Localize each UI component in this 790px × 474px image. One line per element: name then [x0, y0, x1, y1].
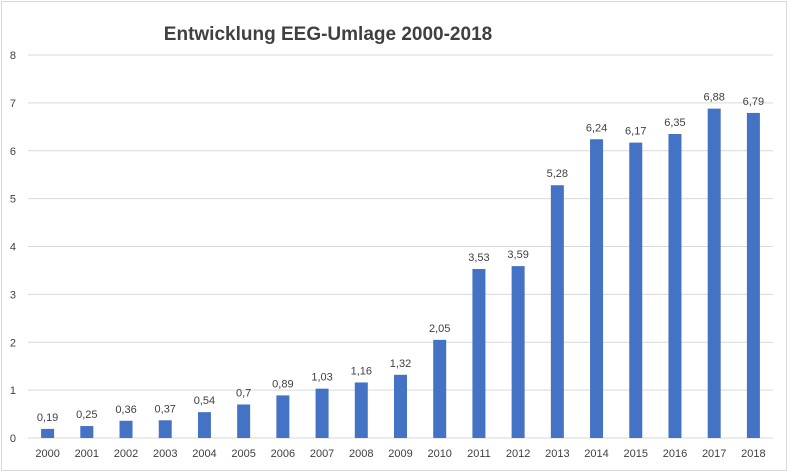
y-tick-label-3: 3 — [10, 289, 16, 301]
data-label-2013: 5,28 — [547, 168, 568, 180]
x-tick-label-2006: 2006 — [271, 448, 295, 460]
x-tick-label-2002: 2002 — [114, 448, 138, 460]
y-tick-label-4: 4 — [10, 242, 16, 254]
x-tick-label-2008: 2008 — [349, 448, 373, 460]
bar-2009 — [394, 374, 407, 438]
x-tick-label-2015: 2015 — [624, 448, 648, 460]
bar-2012 — [511, 266, 525, 438]
bar-2008 — [354, 382, 368, 438]
bar-2017 — [707, 108, 721, 439]
x-tick-label-2007: 2007 — [310, 448, 334, 460]
bar-2018 — [746, 112, 760, 439]
bar-2005 — [237, 404, 251, 438]
x-tick-label-2004: 2004 — [192, 448, 216, 460]
bar-2010 — [433, 339, 447, 438]
data-label-2011: 3,53 — [468, 252, 489, 264]
bar-2013 — [550, 185, 564, 438]
y-tick-label-2: 2 — [10, 337, 16, 349]
chart-title: Entwicklung EEG-Umlage 2000-2018 — [164, 24, 492, 45]
bar-2001 — [80, 426, 94, 438]
x-tick-label-2003: 2003 — [153, 448, 177, 460]
data-label-2005: 0,7 — [236, 387, 251, 399]
data-label-2015: 6,17 — [625, 126, 646, 138]
y-tick-label-7: 7 — [10, 98, 16, 110]
bar-2006 — [276, 395, 290, 438]
x-tick-label-2010: 2010 — [427, 448, 451, 460]
data-label-2006: 0,89 — [272, 378, 293, 390]
data-label-2018: 6,79 — [743, 96, 764, 108]
x-tick-label-2005: 2005 — [231, 448, 255, 460]
x-tick-label-2011: 2011 — [467, 448, 491, 460]
bar-2004 — [197, 412, 211, 438]
y-tick-label-1: 1 — [10, 385, 16, 397]
x-tick-label-2001: 2001 — [75, 448, 99, 460]
x-tick-label-2014: 2014 — [584, 448, 608, 460]
x-tick-label-2017: 2017 — [702, 448, 726, 460]
bar-2016 — [668, 133, 682, 438]
data-label-2002: 0,36 — [115, 404, 136, 416]
data-label-2001: 0,25 — [76, 409, 97, 421]
x-axis: 2000 2001 2002 2003 2004 2005 2006 2007 2008 2009… — [35, 448, 765, 460]
data-label-2007: 1,03 — [311, 372, 332, 384]
x-tick-label-2012: 2012 — [506, 448, 530, 460]
data-label-2010: 2,05 — [429, 323, 450, 335]
bar-2015 — [629, 142, 643, 438]
bar-2011 — [472, 269, 486, 438]
bar-2007 — [315, 388, 329, 438]
bar-2014 — [590, 139, 604, 438]
y-tick-label-0: 0 — [10, 433, 16, 445]
x-tick-label-2018: 2018 — [741, 448, 765, 460]
data-label-2000: 0,19 — [37, 412, 58, 424]
data-label-2008: 1,16 — [351, 365, 372, 377]
y-tick-label-6: 6 — [10, 146, 16, 158]
data-label-2004: 0,54 — [194, 395, 215, 407]
data-label-2012: 3,59 — [507, 249, 528, 261]
bar-2000 — [41, 428, 55, 438]
data-label-2014: 6,24 — [586, 122, 607, 134]
bar-2003 — [158, 420, 172, 438]
bar-2002 — [119, 420, 133, 438]
y-tick-label-8: 8 — [10, 50, 16, 62]
x-tick-label-2013: 2013 — [545, 448, 569, 460]
x-tick-label-2000: 2000 — [35, 448, 59, 460]
data-label-2017: 6,88 — [703, 92, 724, 104]
y-axis: 0 1 2 3 4 5 6 7 8 — [10, 50, 16, 445]
data-label-2009: 1,32 — [390, 358, 411, 370]
gridlines — [28, 54, 773, 439]
y-tick-label-5: 5 — [10, 194, 16, 206]
x-tick-label-2016: 2016 — [663, 448, 687, 460]
bars — [41, 108, 760, 439]
data-label-2003: 0,37 — [155, 403, 176, 415]
data-labels: 0,19 0,25 0,36 0,37 0,54 0,7 0,89 1,03 1,16 1,32 2… — [37, 92, 764, 424]
x-tick-label-2009: 2009 — [388, 448, 412, 460]
data-label-2016: 6,35 — [664, 117, 685, 129]
